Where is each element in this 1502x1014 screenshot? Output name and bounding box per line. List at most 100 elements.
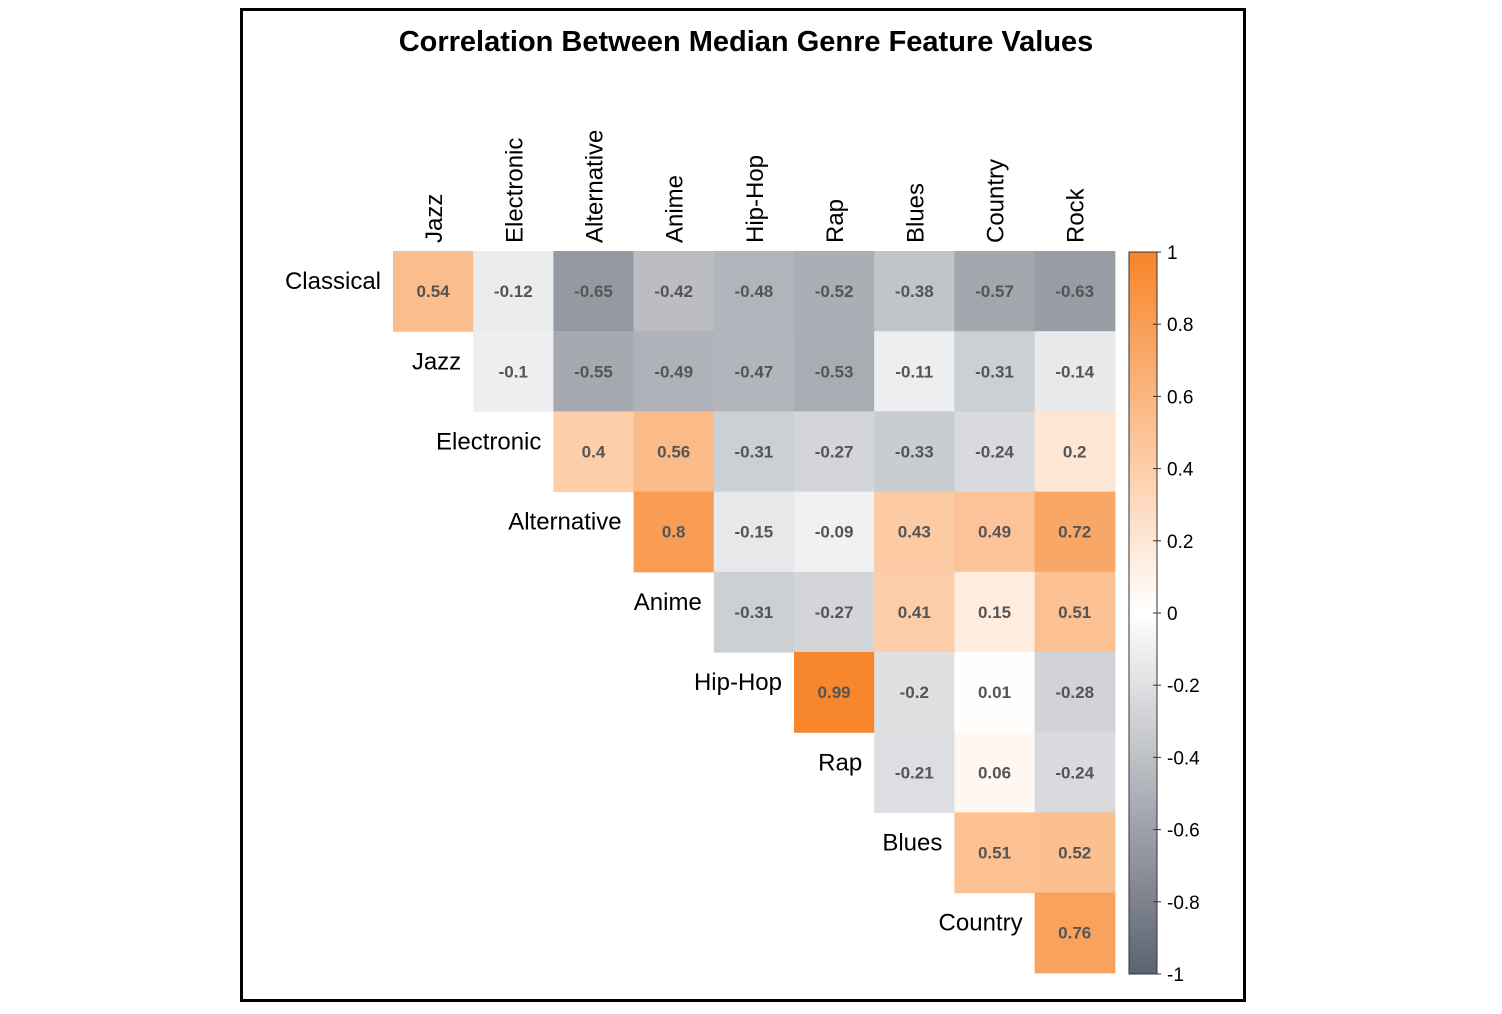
row-label: Jazz — [412, 348, 461, 375]
heatmap-cell — [954, 411, 1036, 493]
cell-value-label: 0.01 — [978, 683, 1011, 702]
col-label: Rock — [1063, 187, 1090, 243]
cell-value-label: -0.57 — [975, 282, 1014, 301]
col-label: Hip-Hop — [742, 155, 769, 243]
cell-value-label: -0.15 — [735, 523, 774, 542]
heatmap-cell — [1034, 652, 1116, 733]
cell-value-label: -0.14 — [1055, 362, 1094, 381]
heatmap-cell — [954, 812, 1036, 894]
cell-value-label: 0.41 — [898, 603, 931, 622]
colorbar-tick-label: -0.8 — [1167, 893, 1200, 914]
heatmap-cell — [713, 331, 795, 412]
row-label: Hip-Hop — [694, 669, 782, 696]
row-label: Classical — [285, 268, 381, 295]
colorbar-gradient — [1128, 251, 1158, 975]
heatmap-cell — [553, 331, 635, 412]
heatmap-cell — [954, 732, 1036, 813]
heatmap-cell — [713, 251, 795, 332]
heatmap-cell — [633, 411, 715, 493]
heatmap-cell — [1034, 812, 1116, 894]
cell-value-label: -0.27 — [815, 443, 854, 462]
cell-value-label: -0.12 — [494, 282, 533, 301]
heatmap-cell — [954, 251, 1036, 332]
cell-value-label: -0.55 — [574, 362, 613, 381]
col-label: Rap — [822, 199, 849, 243]
heatmap-cell — [633, 251, 715, 332]
cell-value-label: 0.54 — [417, 282, 451, 301]
cell-value-label: 0.51 — [1058, 603, 1091, 622]
heatmap-cell — [794, 491, 875, 573]
cell-value-label: 0.56 — [657, 443, 690, 462]
cell-value-label: 0.06 — [978, 763, 1011, 782]
colorbar-tick-label: 0.6 — [1167, 387, 1193, 408]
heatmap-cell — [954, 331, 1036, 412]
cell-value-label: -0.27 — [815, 603, 854, 622]
heatmap-cell — [794, 331, 875, 412]
cell-value-label: 0.43 — [898, 523, 931, 542]
heatmap-cell — [954, 571, 1036, 653]
col-label: Anime — [662, 175, 689, 243]
colorbar-tick-label: -0.4 — [1167, 748, 1200, 769]
cell-value-label: -0.52 — [815, 282, 854, 301]
cell-value-label: -0.11 — [895, 362, 933, 381]
colorbar-tick-label: -1 — [1167, 965, 1184, 986]
colorbar-tick-label: -0.6 — [1167, 821, 1200, 842]
cell-value-label: 0.51 — [978, 844, 1011, 863]
heatmap-cell — [473, 331, 554, 412]
cell-value-label: -0.31 — [735, 443, 774, 462]
heatmap-cell — [794, 251, 875, 332]
heatmap-cell — [713, 491, 795, 573]
cell-value-label: -0.24 — [1055, 763, 1094, 782]
col-label: Electronic — [501, 138, 528, 243]
cell-value-label: -0.42 — [654, 282, 693, 301]
cell-value-label: -0.2 — [900, 683, 929, 702]
colorbar-tick-label: 1 — [1167, 243, 1178, 264]
heatmap-cells: 0.54 -0.12 -0.65 -0.42 -0.48 -0.52 -0.38 -0.57 -… — [393, 251, 1116, 974]
colorbar-tick-label: 0.4 — [1167, 460, 1194, 481]
col-label: Alternative — [582, 130, 609, 243]
cell-value-label: -0.65 — [574, 282, 613, 301]
cell-value-label: -0.63 — [1055, 282, 1094, 301]
heatmap-cell — [1034, 251, 1116, 332]
cell-value-label: -0.48 — [735, 282, 774, 301]
colorbar-tick-label: 0.8 — [1167, 315, 1193, 336]
heatmap-cell — [954, 491, 1036, 573]
heatmap-cell — [1034, 732, 1116, 813]
row-label: Anime — [634, 589, 702, 616]
heatmap-cell — [874, 652, 955, 733]
cell-value-label: -0.47 — [735, 362, 774, 381]
colorbar-tick-label: 0 — [1167, 604, 1178, 625]
heatmap-cell — [553, 251, 635, 332]
chart-title: Correlation Between Median Genre Feature… — [399, 26, 1094, 58]
chart-frame: Correlation Between Median Genre Feature… — [240, 8, 1246, 1002]
heatmap-cell — [874, 491, 955, 573]
heatmap-cell — [633, 491, 715, 573]
heatmap-cell — [794, 652, 875, 733]
cell-value-label: -0.09 — [815, 523, 854, 542]
row-label: Rap — [818, 749, 862, 776]
cell-value-label: 0.15 — [978, 603, 1011, 622]
row-label: Blues — [882, 830, 942, 857]
cell-value-label: -0.49 — [654, 362, 693, 381]
heatmap-cell — [1034, 491, 1116, 573]
col-label: Country — [983, 159, 1010, 243]
heatmap-cell — [874, 331, 955, 412]
heatmap-cell — [954, 652, 1036, 733]
row-labels: Classical Jazz Electronic Alternative Anime H… — [285, 268, 1023, 937]
col-label: Blues — [902, 183, 929, 243]
cell-value-label: -0.33 — [895, 443, 934, 462]
cell-value-label: 0.49 — [978, 523, 1011, 542]
row-label: Electronic — [436, 429, 541, 456]
cell-value-label: -0.53 — [815, 362, 854, 381]
cell-value-label: -0.1 — [499, 362, 528, 381]
cell-value-label: 0.52 — [1058, 844, 1091, 863]
heatmap-cell — [1034, 571, 1116, 653]
column-labels: Jazz Electronic Alternative Anime Hip-Hop Rap… — [421, 130, 1090, 243]
heatmap-cell — [473, 251, 554, 332]
cell-value-label: -0.38 — [895, 282, 934, 301]
heatmap-cell — [874, 571, 955, 653]
cell-value-label: 0.99 — [818, 683, 851, 702]
cell-value-label: -0.24 — [975, 443, 1014, 462]
cell-value-label: 0.76 — [1058, 924, 1091, 943]
cell-value-label: 0.4 — [582, 443, 606, 462]
